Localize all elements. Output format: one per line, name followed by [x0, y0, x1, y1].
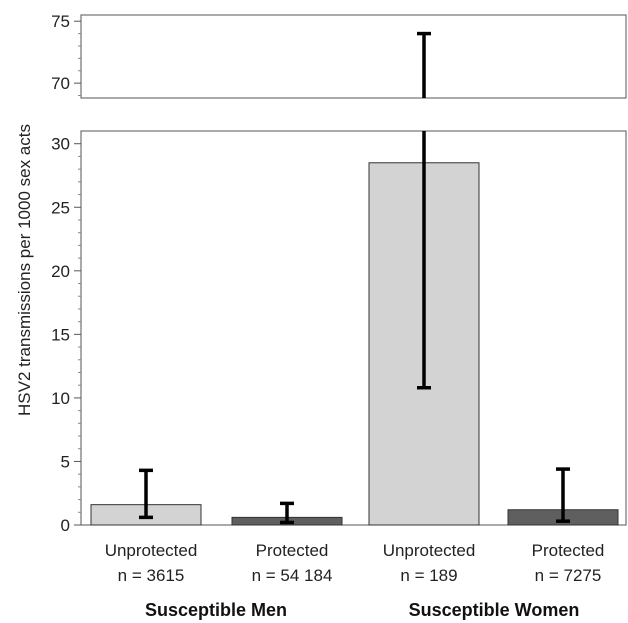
category-n-label: n = 3615 — [118, 566, 185, 585]
category-n-label: n = 7275 — [535, 566, 602, 585]
category-labels: Unprotected n = 3615 Protected n = 54 184 Un… — [105, 541, 605, 585]
y-axis-title: HSV2 transmissions per 1000 sex acts — [15, 124, 34, 416]
group-labels: Susceptible Men Susceptible Women — [145, 600, 579, 620]
y-tick-label: 0 — [61, 516, 70, 535]
error-bars — [139, 31, 570, 525]
y-tick-label: 5 — [61, 452, 70, 471]
category-n-label: n = 54 184 — [252, 566, 333, 585]
upper-panel-frame — [80, 14, 627, 99]
group-label: Susceptible Women — [409, 600, 580, 620]
category-n-label: n = 189 — [400, 566, 457, 585]
lower-panel-frame — [80, 130, 627, 526]
y-tick-label: 20 — [51, 262, 70, 281]
lower-axis-ticks: 0 5 10 15 20 25 30 — [51, 135, 81, 535]
y-tick-label: 10 — [51, 389, 70, 408]
y-tick-label: 15 — [51, 325, 70, 344]
category-label: Unprotected — [105, 541, 198, 560]
y-tick-label: 25 — [51, 198, 70, 217]
category-label: Unprotected — [383, 541, 476, 560]
category-label: Protected — [256, 541, 329, 560]
upper-axis-ticks: 70 75 — [51, 12, 81, 97]
y-tick-label: 70 — [51, 74, 70, 93]
y-tick-label: 30 — [51, 135, 70, 154]
group-label: Susceptible Men — [145, 600, 287, 620]
y-tick-label: 75 — [51, 12, 70, 31]
category-label: Protected — [532, 541, 605, 560]
